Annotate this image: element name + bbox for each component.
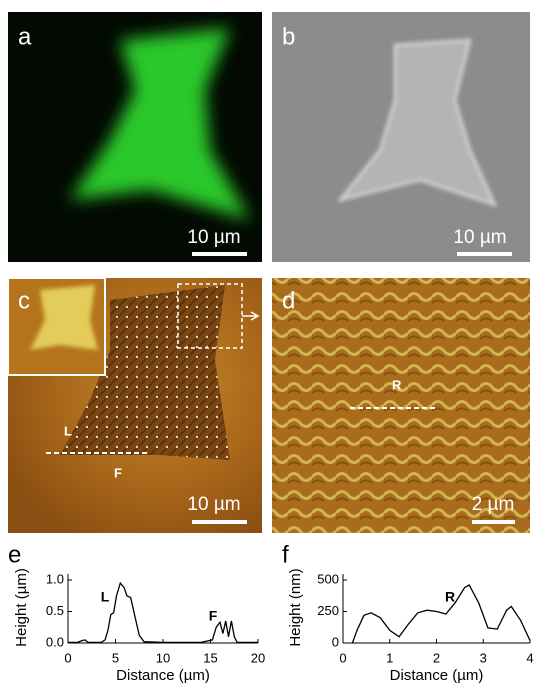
annotation: F [114,465,122,480]
annotation: R [392,377,402,392]
page: a 10 µm b 10 µm L F c 10 µm R d 2 µm e 0.… [0,0,536,690]
x-tick-label: 0 [339,650,346,665]
x-axis-label: Distance (µm) [390,667,484,684]
panel-label: f [282,541,289,568]
line-series [68,583,258,642]
scale-bar-label: 2 µm [472,494,515,515]
panel-label: c [18,287,30,314]
x-tick-label: 10 [156,650,170,665]
panel-label: b [282,23,295,50]
x-tick-label: 2 [433,650,440,665]
scale-bar-label: 10 µm [453,227,506,248]
y-axis-label: Height (µm) [13,568,30,647]
x-tick-label: 5 [112,650,119,665]
annotation: F [209,608,218,624]
x-tick-label: 4 [526,650,533,665]
x-tick-label: 20 [251,650,265,665]
scale-bar-label: 10 µm [187,227,240,248]
annotation: R [445,589,455,605]
panel-label: d [282,287,295,314]
y-tick-label: 0.5 [46,603,64,618]
y-axis-label: Height (nm) [287,568,304,646]
x-tick-label: 1 [386,650,393,665]
y-tick-label: 0.0 [46,634,64,649]
panel-label: a [18,23,32,50]
figure: a 10 µm b 10 µm L F c 10 µm R d 2 µm e 0.… [0,0,536,685]
x-tick-label: 3 [480,650,487,665]
x-tick-label: 0 [64,650,71,665]
y-tick-label: 1.0 [46,571,64,586]
y-tick-label: 250 [317,603,339,618]
annotation: L [64,423,72,438]
panel-label: e [8,541,21,568]
scale-bar-label: 10 µm [187,494,240,515]
x-axis-label: Distance (µm) [116,667,210,684]
annotation: L [101,589,110,605]
y-tick-label: 500 [317,571,339,586]
y-tick-label: 0 [332,634,339,649]
line-series [352,585,530,643]
x-tick-label: 15 [203,650,217,665]
